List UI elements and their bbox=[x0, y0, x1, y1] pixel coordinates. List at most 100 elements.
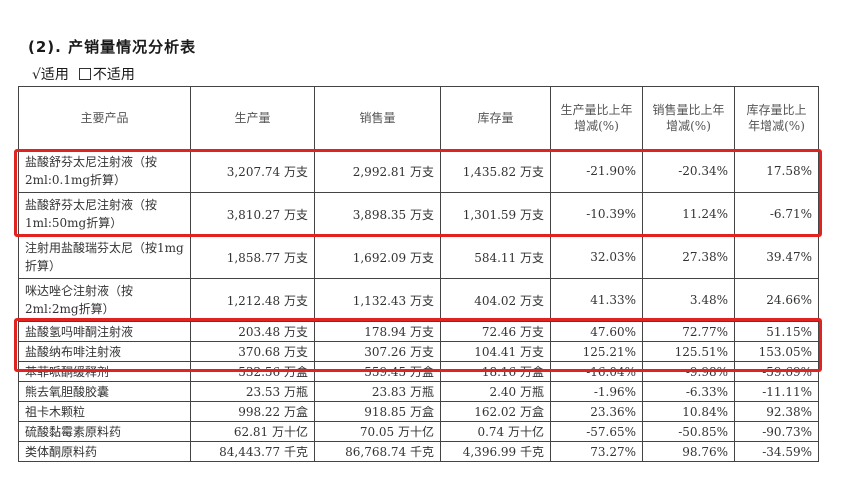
header-inventory-change: 库存量比上年增减(%) bbox=[734, 86, 819, 150]
sales-value: 307.26 万支 bbox=[314, 341, 441, 362]
production-change: -10.39% bbox=[550, 192, 643, 236]
production-value: 3,207.74 万支 bbox=[190, 149, 315, 193]
product-name: 盐酸舒芬太尼注射液（按1ml:50mg折算） bbox=[18, 192, 191, 236]
inventory-value: 404.02 万支 bbox=[440, 278, 551, 322]
sales-change: -50.85% bbox=[642, 421, 735, 442]
production-sales-table-container: 主要产品 生产量 销售量 库存量 生产量比上年增减(%) 销售量比上年增减(%)… bbox=[18, 86, 819, 462]
inventory-change: 153.05% bbox=[734, 341, 819, 362]
sales-change: 11.24% bbox=[642, 192, 735, 236]
product-name: 注射用盐酸瑞芬太尼（按1mg折算） bbox=[18, 235, 191, 279]
product-name: 祖卡木颗粒 bbox=[18, 401, 191, 422]
sales-value: 1,692.09 万支 bbox=[314, 235, 441, 279]
sales-change: 27.38% bbox=[642, 235, 735, 279]
not-applicable-label: 不适用 bbox=[92, 67, 135, 83]
sales-change: -6.33% bbox=[642, 381, 735, 402]
sales-change: 98.76% bbox=[642, 441, 735, 462]
inventory-value: 4,396.99 千克 bbox=[440, 441, 551, 462]
production-change: 23.36% bbox=[550, 401, 643, 422]
sales-change: 3.48% bbox=[642, 278, 735, 322]
inventory-value: 584.11 万支 bbox=[440, 235, 551, 279]
inventory-change: 17.58% bbox=[734, 149, 819, 193]
sales-value: 178.94 万支 bbox=[314, 321, 441, 342]
product-name: 苯菲哌酮缓释剂 bbox=[18, 361, 191, 382]
product-name: 咪达唑仑注射液（按2ml:2mg折算） bbox=[18, 278, 191, 322]
production-change: -16.04% bbox=[550, 361, 643, 382]
section-title: (2). 产销量情况分析表 bbox=[28, 38, 197, 56]
inventory-change: -11.11% bbox=[734, 381, 819, 402]
production-change: -1.96% bbox=[550, 381, 643, 402]
production-value: 998.22 万盒 bbox=[190, 401, 315, 422]
table-row: 咪达唑仑注射液（按2ml:2mg折算） 1,212.48 万支 1,132.43… bbox=[18, 278, 819, 322]
sales-value: 559.45 万盒 bbox=[314, 361, 441, 382]
production-value: 23.53 万瓶 bbox=[190, 381, 315, 402]
inventory-value: 0.74 万十亿 bbox=[440, 421, 551, 442]
production-change: 125.21% bbox=[550, 341, 643, 362]
table-row: 熊去氧胆酸胶囊 23.53 万瓶 23.83 万瓶 2.40 万瓶 -1.96%… bbox=[18, 381, 819, 402]
sales-value: 3,898.35 万支 bbox=[314, 192, 441, 236]
production-change: 41.33% bbox=[550, 278, 643, 322]
inventory-value: 18.16 万盒 bbox=[440, 361, 551, 382]
table-row: 盐酸舒芬太尼注射液（按1ml:50mg折算） 3,810.27 万支 3,898… bbox=[18, 192, 819, 236]
production-change: 73.27% bbox=[550, 441, 643, 462]
inventory-change: 51.15% bbox=[734, 321, 819, 342]
header-sales-change: 销售量比上年增减(%) bbox=[642, 86, 735, 150]
sales-change: 72.77% bbox=[642, 321, 735, 342]
sales-value: 23.83 万瓶 bbox=[314, 381, 441, 402]
inventory-change: -59.69% bbox=[734, 361, 819, 382]
sales-change: 125.51% bbox=[642, 341, 735, 362]
production-value: 3,810.27 万支 bbox=[190, 192, 315, 236]
table-row: 盐酸纳布啡注射液 370.68 万支 307.26 万支 104.41 万支 1… bbox=[18, 341, 819, 362]
sales-value: 70.05 万十亿 bbox=[314, 421, 441, 442]
table-header-row: 主要产品 生产量 销售量 库存量 生产量比上年增减(%) 销售量比上年增减(%)… bbox=[18, 86, 819, 150]
production-sales-table: 主要产品 生产量 销售量 库存量 生产量比上年增减(%) 销售量比上年增减(%)… bbox=[18, 86, 819, 462]
product-name: 类体酮原料药 bbox=[18, 441, 191, 462]
header-production-change: 生产量比上年增减(%) bbox=[550, 86, 643, 150]
product-name: 盐酸纳布啡注射液 bbox=[18, 341, 191, 362]
inventory-value: 2.40 万瓶 bbox=[440, 381, 551, 402]
product-name: 熊去氧胆酸胶囊 bbox=[18, 381, 191, 402]
inventory-change: 39.47% bbox=[734, 235, 819, 279]
header-product: 主要产品 bbox=[18, 86, 191, 150]
not-applicable-option: 不适用 bbox=[78, 64, 135, 84]
header-production: 生产量 bbox=[190, 86, 315, 150]
production-value: 1,212.48 万支 bbox=[190, 278, 315, 322]
product-name: 硫酸黏霉素原料药 bbox=[18, 421, 191, 442]
production-change: -21.90% bbox=[550, 149, 643, 193]
inventory-change: -34.59% bbox=[734, 441, 819, 462]
table-row: 盐酸氢吗啡酮注射液 203.48 万支 178.94 万支 72.46 万支 4… bbox=[18, 321, 819, 342]
sales-change: -9.98% bbox=[642, 361, 735, 382]
production-value: 203.48 万支 bbox=[190, 321, 315, 342]
table-row: 注射用盐酸瑞芬太尼（按1mg折算） 1,858.77 万支 1,692.09 万… bbox=[18, 235, 819, 279]
checkbox-empty-icon bbox=[78, 68, 91, 80]
inventory-change: 92.38% bbox=[734, 401, 819, 422]
sales-value: 86,768.74 千克 bbox=[314, 441, 441, 462]
sales-value: 2,992.81 万支 bbox=[314, 149, 441, 193]
sales-change: 10.84% bbox=[642, 401, 735, 422]
applicability-options: √适用 不适用 bbox=[32, 64, 135, 84]
header-inventory: 库存量 bbox=[440, 86, 551, 150]
inventory-value: 104.41 万支 bbox=[440, 341, 551, 362]
table-row: 类体酮原料药 84,443.77 千克 86,768.74 千克 4,396.9… bbox=[18, 441, 819, 462]
table-row: 盐酸舒芬太尼注射液（按2ml:0.1mg折算） 3,207.74 万支 2,99… bbox=[18, 149, 819, 193]
sales-value: 1,132.43 万支 bbox=[314, 278, 441, 322]
production-value: 370.68 万支 bbox=[190, 341, 315, 362]
applicable-option: √适用 bbox=[32, 67, 69, 83]
inventory-value: 72.46 万支 bbox=[440, 321, 551, 342]
product-name: 盐酸氢吗啡酮注射液 bbox=[18, 321, 191, 342]
inventory-change: 24.66% bbox=[734, 278, 819, 322]
sales-change: -20.34% bbox=[642, 149, 735, 193]
inventory-value: 162.02 万盒 bbox=[440, 401, 551, 422]
table-row: 苯菲哌酮缓释剂 532.56 万盒 559.45 万盒 18.16 万盒 -16… bbox=[18, 361, 819, 382]
sales-value: 918.85 万盒 bbox=[314, 401, 441, 422]
inventory-change: -6.71% bbox=[734, 192, 819, 236]
production-value: 1,858.77 万支 bbox=[190, 235, 315, 279]
inventory-change: -90.73% bbox=[734, 421, 819, 442]
header-sales: 销售量 bbox=[314, 86, 441, 150]
table-row: 硫酸黏霉素原料药 62.81 万十亿 70.05 万十亿 0.74 万十亿 -5… bbox=[18, 421, 819, 442]
product-name: 盐酸舒芬太尼注射液（按2ml:0.1mg折算） bbox=[18, 149, 191, 193]
production-change: 32.03% bbox=[550, 235, 643, 279]
production-value: 84,443.77 千克 bbox=[190, 441, 315, 462]
production-value: 62.81 万十亿 bbox=[190, 421, 315, 442]
production-change: 47.60% bbox=[550, 321, 643, 342]
production-value: 532.56 万盒 bbox=[190, 361, 315, 382]
